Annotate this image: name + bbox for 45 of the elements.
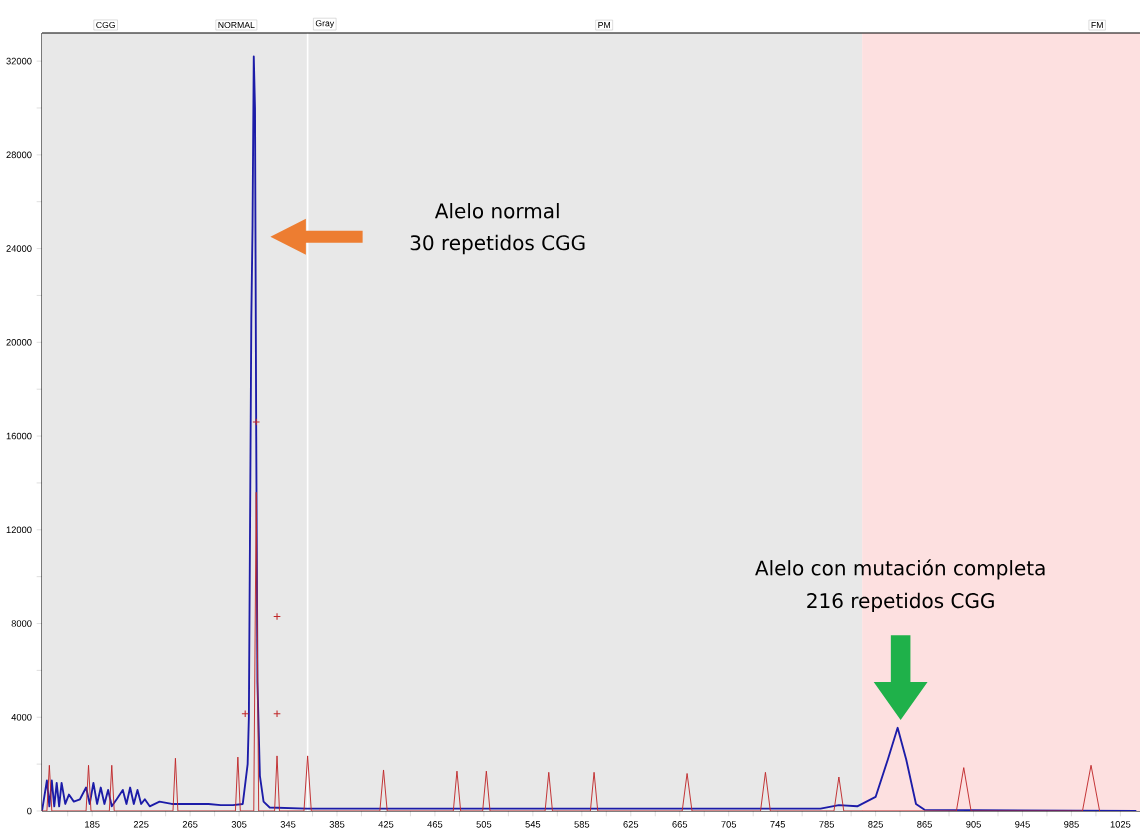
y-tick-label: 8000 — [11, 620, 32, 627]
x-tick-label: 585 — [574, 821, 590, 828]
annotation: Alelo con mutación completa — [755, 559, 1045, 580]
y-tick-label: 0 — [27, 807, 32, 815]
x-tick-label: 865 — [917, 821, 932, 828]
x-tick-label: 1025 — [1110, 821, 1131, 828]
x-tick-label: 505 — [476, 821, 492, 828]
y-tick-label: 24000 — [6, 245, 32, 252]
x-tick-label: 785 — [819, 821, 835, 828]
x-tick-label: 705 — [721, 821, 737, 828]
x-tick-label: 345 — [280, 821, 296, 828]
text: FM — [1091, 22, 1103, 29]
annotation: 30 repetidos CGG — [410, 234, 585, 255]
x-tick-label: 425 — [378, 821, 394, 828]
x-tick-label: 825 — [868, 821, 883, 828]
text: CGG — [96, 21, 115, 29]
text: Gray — [315, 20, 335, 29]
annotation: 216 repetidos CGG — [807, 592, 994, 613]
x-tick-label: 665 — [672, 821, 688, 828]
y-tick-label: 28000 — [6, 151, 32, 159]
x-tick-label: 945 — [1015, 821, 1030, 828]
x-tick-label: 265 — [182, 821, 198, 828]
point — [273, 612, 281, 621]
x-tick-label: 625 — [623, 821, 639, 828]
point — [241, 709, 250, 718]
x-tick-label: 465 — [427, 821, 443, 828]
x-tick-label: 385 — [329, 821, 345, 828]
x-tick-label: 305 — [231, 821, 247, 828]
x-tick-label: 985 — [1064, 821, 1079, 828]
line-series — [42, 491, 1101, 811]
x-tick-label: 745 — [770, 821, 786, 828]
y-tick-label: 32000 — [6, 57, 32, 65]
x-tick-label: 905 — [966, 821, 981, 828]
text: PM — [598, 22, 610, 29]
y-tick-label: 20000 — [6, 339, 32, 346]
text: NORMAL — [218, 21, 255, 29]
x-tick-label: 225 — [133, 821, 149, 828]
annotation: Alelo normal — [434, 202, 559, 219]
y-tick-label: 4000 — [11, 713, 32, 721]
point — [252, 418, 261, 426]
point — [273, 709, 281, 718]
x-tick-label: 185 — [85, 821, 100, 828]
y-tick-label: 16000 — [6, 432, 32, 440]
y-tick-label: 12000 — [6, 526, 32, 534]
x-tick-label: 545 — [525, 821, 541, 828]
